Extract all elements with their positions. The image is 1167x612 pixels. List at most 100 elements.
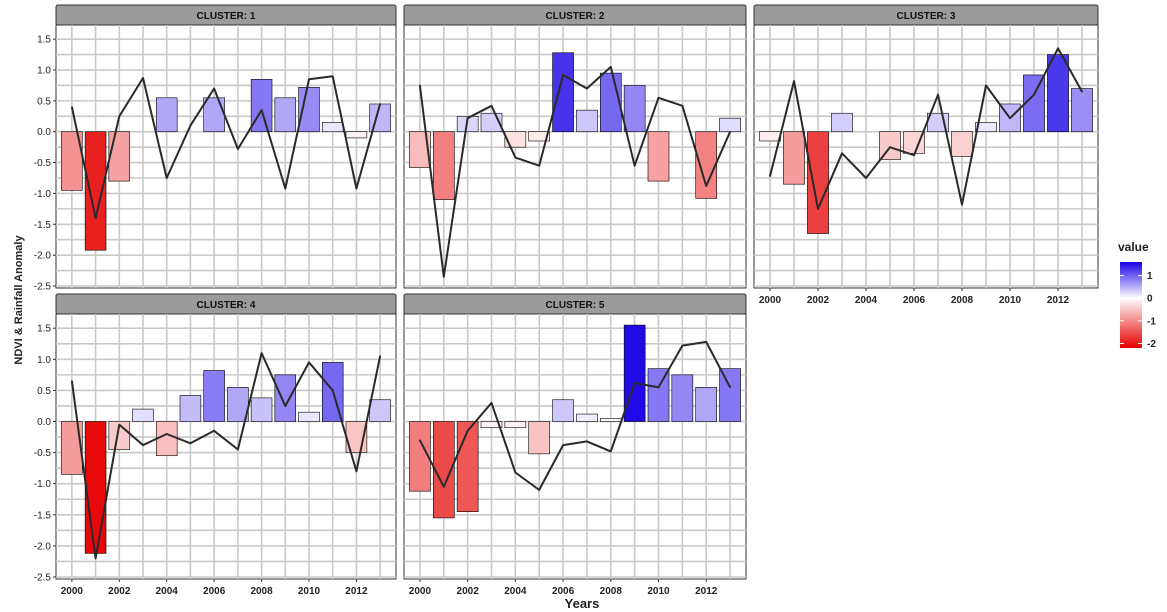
- bar-2008: [250, 397, 273, 422]
- rainfall-point-2011: [331, 75, 334, 77]
- bar-2000: [759, 131, 781, 142]
- x-tick-label: 2004: [156, 586, 179, 597]
- rainfall-point-2009: [633, 164, 636, 167]
- rainfall-point-2005: [538, 164, 541, 167]
- x-tick-label: 2002: [108, 586, 131, 597]
- plot-area: [753, 24, 1099, 289]
- rainfall-point-2001: [94, 557, 97, 560]
- legend-tick-label: -2: [1147, 339, 1156, 350]
- x-tick-label: 2008: [250, 586, 273, 597]
- x-tick-label: 2004: [855, 295, 878, 306]
- bar-2013: [719, 117, 741, 133]
- rainfall-point-2002: [118, 115, 121, 118]
- y-tick-label: -2.5: [34, 573, 52, 584]
- rainfall-point-2007: [937, 93, 939, 96]
- x-axis-title: Years: [565, 596, 600, 611]
- color-legend: value 1 0 -1 -2: [1118, 240, 1156, 350]
- bar-2012: [345, 131, 368, 139]
- facet-strip-label: CLUSTER: 1: [197, 11, 256, 22]
- rainfall-point-2011: [681, 344, 684, 347]
- x-tick-label: 2006: [203, 586, 226, 597]
- bar-2001: [84, 421, 107, 554]
- y-tick-label: -2.0: [34, 541, 52, 552]
- rainfall-line: [70, 75, 382, 220]
- rainfall-point-2009: [284, 187, 287, 190]
- rainfall-point-2000: [419, 439, 421, 441]
- y-tick-label: -2.5: [34, 282, 52, 293]
- y-tick-label: 0.0: [37, 127, 51, 138]
- x-tick-label: 2012: [695, 586, 718, 597]
- bar-2013: [719, 368, 741, 422]
- bar-2003: [132, 408, 154, 422]
- x-tick-label: 2008: [600, 586, 623, 597]
- bar-2013: [1071, 88, 1093, 133]
- rainfall-point-2003: [142, 77, 144, 79]
- rainfall-point-2013: [379, 103, 381, 105]
- y-tick-label: -1.5: [34, 220, 52, 231]
- legend-tick-label: -1: [1147, 316, 1156, 327]
- rainfall-point-2009: [985, 84, 987, 87]
- rainfall-point-2004: [514, 471, 517, 474]
- rainfall-point-2010: [308, 361, 310, 364]
- rainfall-point-2002: [118, 423, 121, 426]
- rainfall-point-2011: [681, 105, 684, 107]
- bar-2006: [203, 370, 225, 422]
- rainfall-point-2006: [913, 154, 915, 156]
- x-tick-label: 2004: [504, 586, 527, 597]
- x-tick-label: 2012: [345, 586, 368, 597]
- y-tick-label: 0.5: [37, 386, 51, 397]
- bar-2001: [783, 131, 805, 185]
- rainfall-line: [70, 352, 382, 560]
- facet-panel-2: CLUSTER: 2: [403, 4, 747, 289]
- bar-2006: [552, 399, 574, 422]
- y-tick-label: 1.5: [37, 35, 51, 46]
- facet-panels: CLUSTER: 1 1.5 1.0 0.5 0.0 -0.5 -1.0 -1.5 -2.0 -2…: [34, 4, 1099, 597]
- rainfall-point-2010: [1009, 117, 1011, 119]
- rainfall-point-2000: [769, 175, 771, 177]
- bar-2001: [432, 421, 455, 519]
- plot-area: [55, 24, 397, 289]
- rainfall-point-2013: [729, 130, 731, 133]
- x-tick-label: 2000: [409, 586, 432, 597]
- x-tick-label: 2010: [999, 295, 1022, 306]
- plot-area: [403, 24, 747, 289]
- bar-2002: [807, 131, 829, 234]
- bar-2009: [274, 374, 297, 422]
- rainfall-point-2013: [379, 355, 381, 358]
- x-tick-label: 2000: [61, 586, 84, 597]
- rainfall-point-2011: [1033, 93, 1035, 96]
- rainfall-point-2006: [562, 444, 564, 446]
- rainfall-point-2008: [609, 66, 612, 68]
- rainfall-point-2008: [961, 203, 963, 206]
- bar-2000: [61, 421, 83, 475]
- rainfall-point-2010: [657, 386, 660, 389]
- rainfall-point-2010: [308, 78, 310, 81]
- rainfall-point-2012: [705, 185, 708, 187]
- bar-2005: [179, 395, 202, 422]
- rainfall-point-2000: [71, 380, 73, 382]
- rainfall-point-2003: [841, 152, 843, 155]
- bar-2010: [647, 368, 670, 422]
- rainfall-point-2002: [466, 430, 469, 432]
- rainfall-point-2000: [419, 84, 421, 87]
- rainfall-point-2007: [586, 87, 588, 90]
- bar-2006: [203, 97, 225, 133]
- facet-panel-3: CLUSTER: 3 2000 2002 2004 2006 2008 2010 2012: [753, 4, 1099, 306]
- rainfall-point-2004: [514, 156, 517, 159]
- rainfall-point-2008: [260, 109, 263, 111]
- x-tick-label: 2008: [951, 295, 974, 306]
- bar-2000: [61, 131, 83, 191]
- bar-2012: [695, 131, 718, 199]
- bar-2009: [623, 324, 646, 422]
- facet-strip-label: CLUSTER: 5: [546, 300, 605, 311]
- rainfall-point-2005: [189, 124, 192, 127]
- x-tick-label: 2006: [552, 586, 575, 597]
- bar-2011: [321, 122, 344, 133]
- bar-2010: [647, 131, 670, 182]
- facet-strip-label: CLUSTER: 4: [197, 300, 256, 311]
- y-tick-label: -1.0: [34, 189, 52, 200]
- legend-colorbar: [1120, 262, 1142, 348]
- rainfall-point-2001: [793, 80, 795, 82]
- bar-2013: [369, 399, 391, 422]
- rainfall-point-2001: [442, 486, 445, 488]
